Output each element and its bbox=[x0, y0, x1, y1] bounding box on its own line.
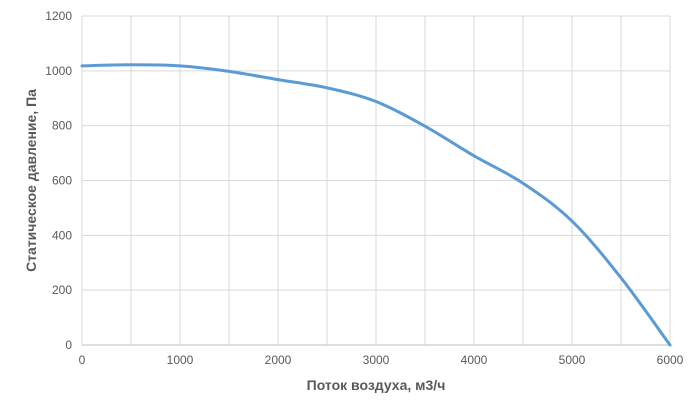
gridlines bbox=[82, 15, 671, 345]
y-tick-label: 800 bbox=[52, 119, 72, 133]
y-tick-label: 600 bbox=[52, 174, 72, 188]
y-tick-label: 400 bbox=[52, 228, 72, 242]
series-line bbox=[80, 63, 672, 347]
tick-labels: 0 1000 2000 3000 4000 5000 6000 0 200 400 600 800 10… bbox=[45, 9, 683, 367]
x-tick-label: 2000 bbox=[265, 353, 292, 367]
y-tick-label: 0 bbox=[65, 338, 72, 352]
y-tick-label: 200 bbox=[52, 283, 72, 297]
series-layer bbox=[80, 63, 672, 347]
x-axis-title: Поток воздуха, м3/ч bbox=[307, 377, 446, 393]
x-tick-label: 3000 bbox=[363, 353, 390, 367]
x-tick-label: 4000 bbox=[461, 353, 488, 367]
x-tick-label: 5000 bbox=[559, 353, 586, 367]
x-tick-label: 6000 bbox=[657, 353, 684, 367]
x-tick-label: 0 bbox=[79, 353, 86, 367]
axes bbox=[81, 16, 670, 346]
y-axis-title: Статическое давление, Па bbox=[23, 89, 39, 272]
y-tick-label: 1000 bbox=[45, 64, 72, 78]
x-tick-label: 1000 bbox=[167, 353, 194, 367]
y-tick-label: 1200 bbox=[45, 9, 72, 23]
